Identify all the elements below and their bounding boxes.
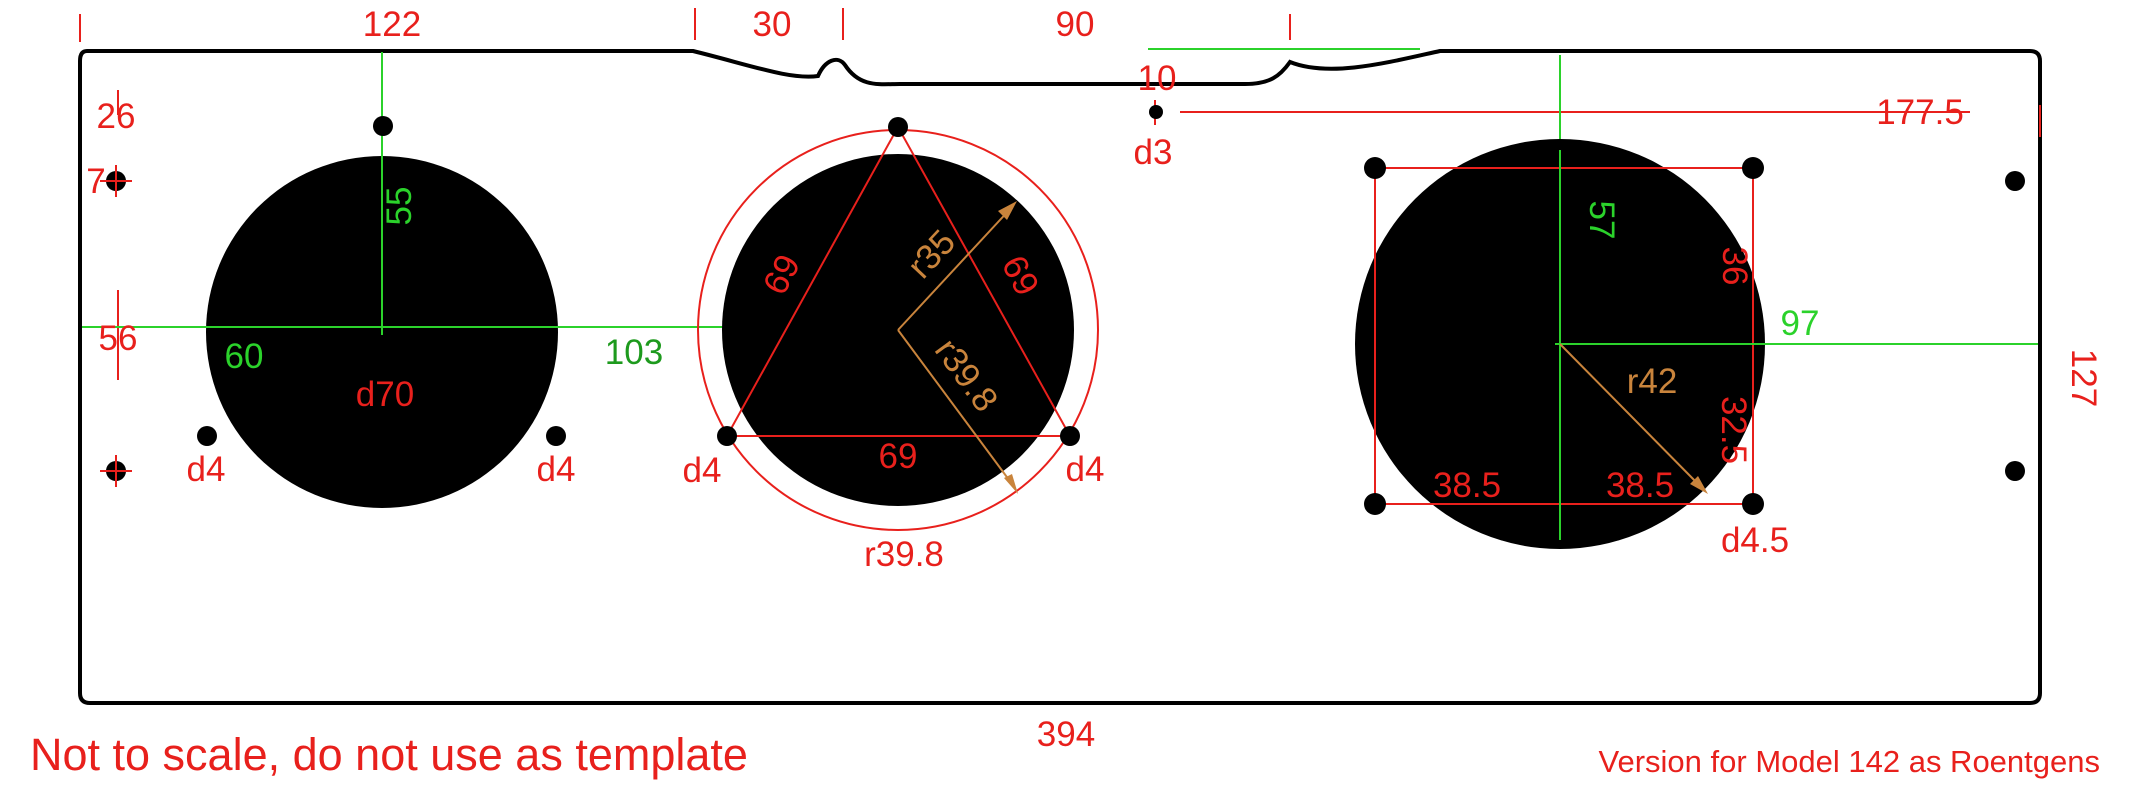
gauge-right-radius-arrow <box>1559 343 1703 489</box>
dim-gauge-center-spacing: 103 <box>605 333 663 372</box>
hole-left-lower-right <box>546 426 566 446</box>
dim-half-right: 38.5 <box>1606 466 1674 505</box>
gauge-right-radius-arrowhead <box>1690 476 1708 494</box>
warning-note: Not to scale, do not use as template <box>30 729 748 780</box>
dim-gauge-center-hole-left: d4 <box>683 451 722 490</box>
dim-gauge-right-radius: r42 <box>1627 362 1678 401</box>
dim-outer-ring: r39.8 <box>864 535 944 574</box>
gauge-center-radius-arrowhead-lower <box>1004 474 1018 494</box>
hole-small <box>1149 105 1163 119</box>
dim-gauge-left-diameter: d70 <box>356 375 414 414</box>
hole-left-lower-left <box>197 426 217 446</box>
dim-triangle-bottom: 69 <box>879 437 918 476</box>
dim-gauge-left-hole-left: d4 <box>187 450 226 489</box>
hole-right-top-right <box>1742 157 1764 179</box>
hole-center-lower-right <box>1060 426 1080 446</box>
hole-right-top-left <box>1364 157 1386 179</box>
dim-small-hole: d3 <box>1134 133 1173 172</box>
dim-overall-width: 394 <box>1037 715 1095 754</box>
dim-square-upper: 36 <box>1715 247 1754 286</box>
dim-span-between-notches: 90 <box>1056 5 1095 44</box>
gauge-center-radius-arrowhead-upper <box>998 201 1017 220</box>
dim-gauge-right-vertical-offset: 57 <box>1582 201 1621 240</box>
dim-gauge-left-horizontal: 60 <box>225 337 264 376</box>
gauge-center-bolt-triangle <box>725 124 1072 437</box>
dim-top-left-width: 122 <box>363 5 421 44</box>
dim-gauge-right-horizontal-offset: 97 <box>1781 304 1820 343</box>
dim-notch2-depth: 10 <box>1138 59 1177 98</box>
hole-far-right-lower <box>2005 461 2025 481</box>
version-note: Version for Model 142 as Roentgens <box>1599 744 2100 779</box>
hole-right-bottom-right <box>1742 493 1764 515</box>
hole-center-lower-left <box>717 426 737 446</box>
gauge-center-radius-arrow-lower <box>897 329 1016 489</box>
hole-crosshairs <box>100 165 132 487</box>
dim-overall-height: 127 <box>2064 349 2103 407</box>
dim-gauge-left-hole-right: d4 <box>537 450 576 489</box>
dim-left-hole-top-offset: 26 <box>97 97 136 136</box>
dim-left-hole-edge-offset: 7 <box>86 162 105 201</box>
hole-far-right-upper <box>2005 171 2025 191</box>
dim-gauge-center-hole-right: d4 <box>1066 450 1105 489</box>
gauge-center-radius-arrow-upper <box>897 206 1013 331</box>
dim-square-lower: 32.5 <box>1714 396 1753 464</box>
dim-gauge-right-hole: d4.5 <box>1721 521 1789 560</box>
dim-right-hole-offset: 177.5 <box>1876 93 1964 132</box>
panel-outline <box>78 49 2042 705</box>
dim-half-left: 38.5 <box>1433 466 1501 505</box>
hole-right-bottom-left <box>1364 493 1386 515</box>
hole-left-top <box>373 116 393 136</box>
dim-gauge-left-vertical-offset: 55 <box>380 187 419 226</box>
dim-notch1-width: 30 <box>753 5 792 44</box>
dim-left-center-height: 56 <box>99 319 138 358</box>
extension-ticks <box>79 8 2041 380</box>
hole-center-top <box>888 117 908 137</box>
